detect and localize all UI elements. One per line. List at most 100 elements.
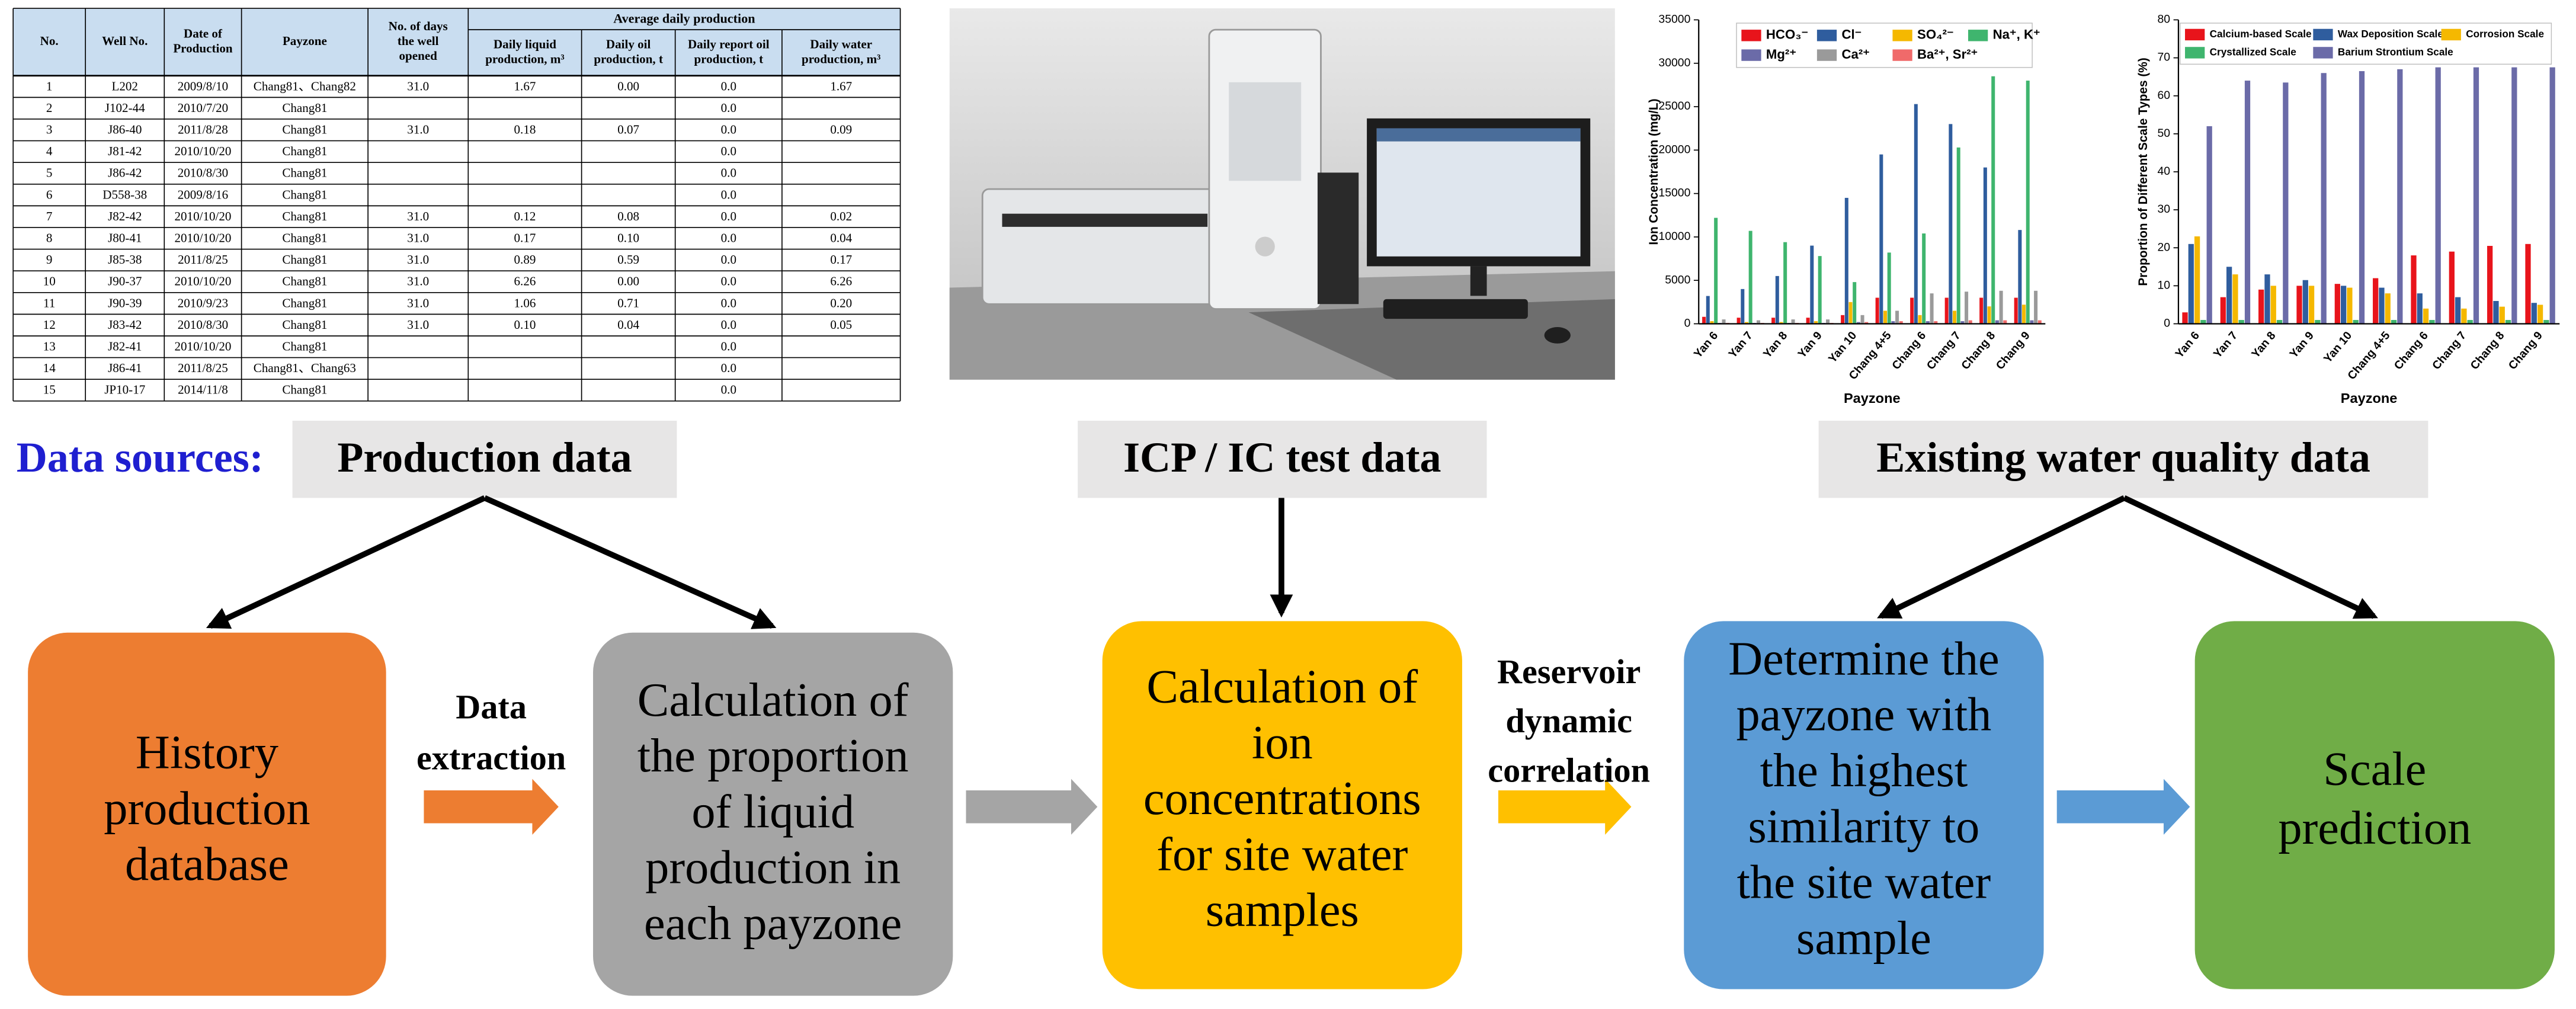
instrument-slot (1002, 213, 1208, 227)
process-box (593, 632, 953, 996)
flow-arrow (966, 779, 1098, 835)
bar (1965, 292, 1969, 324)
table-cell: 1.67 (514, 79, 536, 93)
process-label-line: Determine the (1728, 633, 2000, 686)
process-label-line: samples (1206, 884, 1359, 937)
bar (2030, 320, 2034, 324)
flow-arrow (2056, 779, 2190, 835)
table-cell: Chang81、Chang63 (254, 361, 356, 375)
tower-button (1255, 236, 1275, 257)
bar (1791, 319, 1795, 324)
table-cell: 0.0 (721, 318, 736, 332)
bar (1883, 310, 1888, 324)
table-cell: 0.17 (514, 230, 536, 245)
table-column-header-line: the well (398, 34, 439, 48)
table-cell: J86-41 (108, 361, 142, 375)
connector-arrow (483, 495, 777, 629)
bar (2283, 82, 2289, 324)
table-column-header-line: opened (399, 49, 438, 63)
bar (1891, 321, 1895, 324)
table-cell: 2010/10/20 (174, 230, 231, 245)
y-tick-label: 30000 (1658, 56, 1690, 69)
bar (1899, 321, 1903, 324)
tower-panel (1229, 82, 1302, 181)
table-cell: 0.0 (721, 339, 736, 354)
process-label-line: Calculation of (637, 674, 909, 726)
table-cell: 0.0 (721, 252, 736, 267)
table-cell: J90-39 (108, 296, 142, 310)
table-body-bg (13, 75, 901, 401)
table-cell: 3 (46, 122, 53, 136)
y-tick-label: 30 (2157, 203, 2170, 216)
bar (2467, 320, 2473, 324)
legend-swatch (1892, 30, 1912, 41)
table-cell: 0.0 (721, 296, 736, 310)
legend-swatch (2185, 28, 2205, 41)
bar (2347, 287, 2353, 324)
table-column-header-line: Production (173, 41, 233, 55)
table-cell: 0.0 (721, 230, 736, 245)
screen-bar (1376, 128, 1581, 142)
table-cell: 7 (46, 209, 53, 223)
source-box (1078, 421, 1487, 498)
bar (2258, 289, 2264, 324)
table-cell: 0.0 (721, 187, 736, 201)
table-column-header: Daily report oil production, t (688, 37, 770, 66)
table-cell: 1.06 (514, 296, 536, 310)
process-box (28, 632, 386, 996)
table-column-header: No. of days the well opened (389, 19, 448, 63)
arrow-label: Data extraction (416, 688, 566, 777)
x-tick-label: Chang 7 (1924, 329, 1963, 372)
y-tick-label: 20000 (1658, 143, 1690, 156)
table-cell: 12 (43, 318, 56, 332)
bar (1879, 154, 1883, 324)
table-column-header: Daily water production, m³ (802, 37, 881, 66)
x-tick-label: Yan 10 (1826, 329, 1859, 365)
x-tick-label: Chang 9 (2506, 329, 2545, 372)
table-cell: J82-42 (108, 209, 142, 223)
table-cell: Chang81 (282, 230, 327, 245)
bar (1810, 245, 1814, 324)
table-cell: D558-38 (102, 187, 147, 201)
bar (2417, 293, 2423, 324)
process-label: Determine the payzone with the highest simi… (1728, 633, 2000, 965)
table-cell: Chang81 (282, 318, 327, 332)
process-label-line: Calculation of (1146, 661, 1418, 713)
bar (2034, 290, 2038, 324)
process-label-line: database (125, 838, 289, 891)
bar (1826, 319, 1830, 324)
table-cell: 0.05 (830, 318, 852, 332)
x-tick-label: Yan 10 (2321, 329, 2354, 365)
process-label: History production database (104, 726, 310, 891)
legend-swatch (1892, 49, 1912, 61)
legend-label: Ba²⁺, Sr²⁺ (1917, 47, 1978, 62)
arrow-label-line: extraction (416, 739, 566, 777)
process-label-line: payzone with (1736, 688, 1991, 741)
table-cell: 0.09 (830, 122, 852, 136)
y-axis-title: Ion Concentration (mg/L) (1647, 98, 1661, 245)
table-cell: 0.08 (617, 209, 639, 223)
table-cell: Chang81 (282, 122, 327, 136)
table-column-header-line: No. of days (389, 19, 448, 33)
process-label-line: the highest (1760, 744, 1968, 797)
bar (1714, 217, 1718, 324)
table-cell: 2010/10/20 (174, 144, 231, 158)
process-label-line: ion (1252, 716, 1313, 769)
bar (1722, 319, 1726, 324)
table-cell: J81-42 (108, 144, 142, 158)
y-tick-label: 0 (1684, 317, 1691, 330)
table-cell: Chang81 (282, 144, 327, 158)
table-cell: 13 (43, 339, 56, 354)
bar (2549, 67, 2555, 324)
table-cell: 2010/7/20 (178, 101, 228, 115)
arrow-label-line: dynamic (1505, 702, 1632, 740)
legend-swatch (1741, 30, 1761, 41)
process-box (2194, 621, 2555, 989)
table-cell: 31.0 (407, 209, 429, 223)
flow-arrow (424, 779, 559, 835)
bar (2449, 251, 2455, 324)
table-cell: 0.02 (830, 209, 852, 223)
table-cell: 5 (46, 166, 53, 180)
table-cell: 0.12 (514, 209, 536, 223)
x-tick-label: Chang 6 (2392, 329, 2431, 372)
